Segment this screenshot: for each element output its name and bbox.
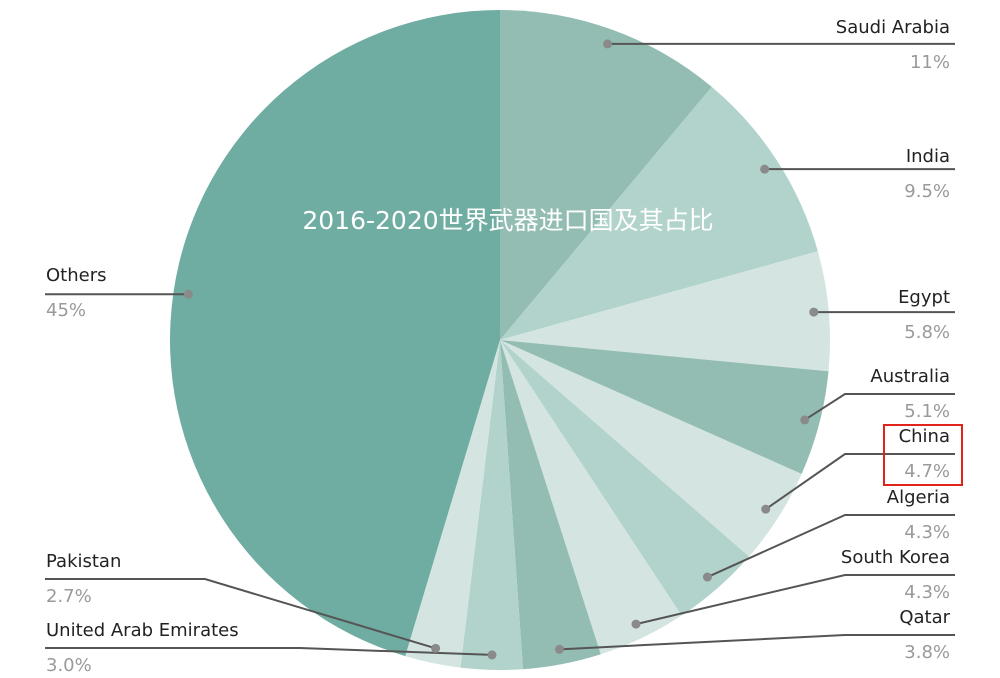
label-name: South Korea <box>841 547 950 568</box>
leader-line <box>804 393 955 421</box>
chart-title: 2016-2020世界武器进口国及其占比 <box>302 206 713 235</box>
pie-slice <box>500 10 712 340</box>
label-name: Algeria <box>887 487 950 508</box>
label-value: 11% <box>910 52 950 73</box>
leader-line <box>45 647 493 656</box>
pie-slice <box>170 10 500 657</box>
label-value: 9.5% <box>904 181 950 202</box>
label-name: Pakistan <box>46 551 121 572</box>
label-value: 4.7% <box>904 461 950 482</box>
leader-dot <box>702 572 712 582</box>
leader-dot <box>800 415 810 425</box>
label-value: 4.3% <box>904 582 950 603</box>
label-name: India <box>906 146 950 167</box>
label-name: Saudi Arabia <box>836 17 950 38</box>
pie-slice <box>500 340 829 474</box>
pie-slice <box>500 340 601 670</box>
label-value: 4.3% <box>904 522 950 543</box>
pie-slice <box>500 340 682 655</box>
highlight-box <box>883 424 963 486</box>
leader-line <box>45 578 436 650</box>
label-value: 3.0% <box>46 655 92 676</box>
leader-line <box>635 574 955 626</box>
pie-slice <box>500 86 818 341</box>
leader-dot <box>554 644 564 654</box>
label-value: 5.1% <box>904 401 950 422</box>
pie-slice <box>460 340 523 670</box>
pie-slice <box>500 251 830 372</box>
label-value: 45% <box>46 300 86 321</box>
label-name: United Arab Emirates <box>46 620 239 641</box>
label-name: Qatar <box>899 607 950 628</box>
label-name: China <box>899 426 950 447</box>
leader-dot <box>603 39 613 49</box>
leader-dot <box>760 164 770 174</box>
leader-line <box>765 453 955 510</box>
pie <box>170 10 830 670</box>
leader-dot <box>183 289 193 299</box>
pie-slice <box>405 340 500 668</box>
leader-line <box>559 634 955 651</box>
labels: Saudi Arabia 11% India 9.5% Egypt 5.8% Austral… <box>45 17 955 676</box>
label-value: 3.8% <box>904 642 950 663</box>
label-name: Australia <box>870 366 950 387</box>
label-name: Egypt <box>898 287 950 308</box>
label-value: 2.7% <box>46 586 92 607</box>
leader-dot <box>761 504 771 514</box>
leader-line <box>707 514 955 578</box>
leader-dot <box>487 650 497 660</box>
leader-dot <box>631 619 641 629</box>
leader-dot <box>809 307 819 317</box>
label-name: Others <box>46 265 107 286</box>
label-value: 5.8% <box>904 322 950 343</box>
pie-slice <box>500 340 802 557</box>
pie-slice <box>500 340 750 616</box>
leader-dot <box>431 643 441 653</box>
